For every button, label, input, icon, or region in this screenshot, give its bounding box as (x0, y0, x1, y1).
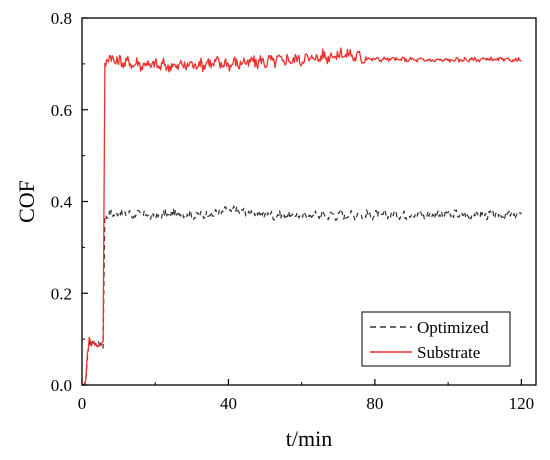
series-layer (82, 47, 522, 386)
tick-labels-layer: 0 40 80 120 0.0 0.2 0.4 0.6 0.8 (51, 9, 534, 413)
x-tick-label: 80 (366, 394, 383, 413)
y-tick-label: 0.4 (51, 193, 73, 212)
x-tick-label: 0 (78, 394, 87, 413)
series-line-optimized (82, 205, 522, 386)
legend: Optimized Substrate (361, 311, 511, 367)
legend-label-optimized: Optimized (417, 318, 489, 337)
x-tick-label: 120 (509, 394, 535, 413)
y-tick-label: 0.0 (51, 376, 72, 395)
x-axis-title: t/min (286, 426, 332, 451)
legend-label-substrate: Substrate (417, 343, 480, 362)
legend-box (361, 311, 511, 367)
y-tick-label: 0.6 (51, 101, 72, 120)
y-tick-label: 0.8 (51, 9, 72, 28)
ticks-layer (81, 17, 522, 386)
series-line-substrate (82, 47, 522, 386)
x-tick-label: 40 (220, 394, 237, 413)
y-tick-label: 0.2 (51, 284, 72, 303)
y-axis-title: COF (14, 180, 39, 223)
